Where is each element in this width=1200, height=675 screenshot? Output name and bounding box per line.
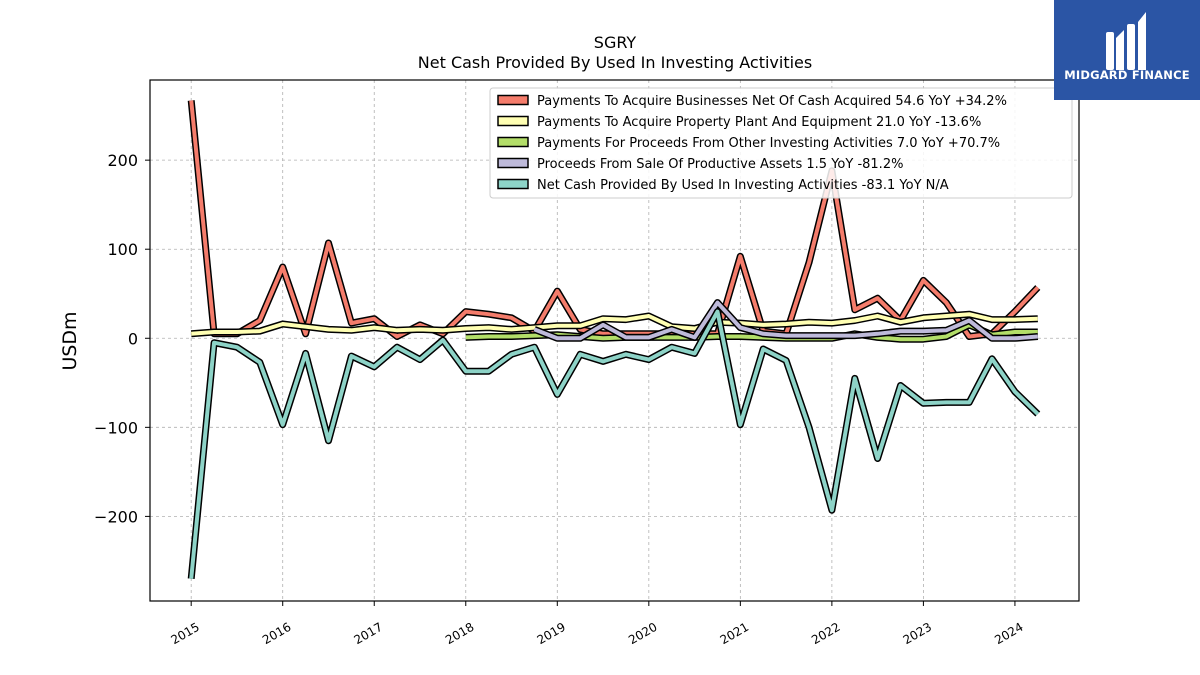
- y-tick-label: −200: [94, 507, 138, 526]
- chart-subtitle: Net Cash Provided By Used In Investing A…: [418, 53, 812, 72]
- x-tick-label: 2015: [168, 620, 201, 647]
- axis-ticks: 2015 2016 2017 2018 2019 2020 2021 2022 2023 2024…: [94, 151, 1026, 647]
- x-tick-label: 2020: [626, 620, 659, 647]
- legend-entry: Payments For Proceeds From Other Investi…: [537, 136, 1000, 151]
- midgard-logo-icon: [1106, 12, 1146, 70]
- y-tick-label: 0: [128, 329, 138, 348]
- x-tick-label: 2017: [352, 620, 385, 647]
- x-tick-label: 2023: [901, 620, 934, 647]
- y-axis-label: USDm: [59, 311, 81, 370]
- x-tick-label: 2018: [443, 620, 476, 647]
- legend-swatch: [497, 157, 529, 169]
- legend-swatch: [497, 115, 529, 127]
- y-tick-label: 200: [107, 151, 138, 170]
- legend-swatch: [497, 178, 529, 190]
- legend-entry: Net Cash Provided By Used In Investing A…: [537, 178, 949, 193]
- series-line-outline: [187, 308, 1041, 580]
- x-tick-label: 2021: [718, 620, 751, 647]
- brand-logo: MIDGARD FINANCE: [1054, 0, 1200, 100]
- series-lines: [187, 100, 1041, 580]
- series-line: [189, 309, 1040, 579]
- plot-frame: [149, 79, 1080, 602]
- chart-title: SGRY: [594, 33, 637, 52]
- x-tick-label: 2022: [809, 620, 842, 647]
- legend-entry: Payments To Acquire Property Plant And E…: [537, 115, 981, 130]
- x-tick-label: 2019: [535, 620, 568, 647]
- legend: Payments To Acquire Businesses Net Of Ca…: [489, 87, 1073, 199]
- legend-swatch: [497, 136, 529, 148]
- y-tick-label: 100: [107, 240, 138, 259]
- y-tick-label: −100: [94, 418, 138, 437]
- legend-box: [489, 87, 1073, 199]
- legend-entry: Proceeds From Sale Of Productive Assets …: [537, 157, 903, 172]
- x-tick-label: 2016: [260, 620, 293, 647]
- series-line: [191, 312, 1038, 336]
- x-tick-label: 2024: [992, 620, 1025, 647]
- logo-text: MIDGARD FINANCE: [1064, 68, 1190, 82]
- legend-swatch: [497, 94, 529, 106]
- legend-entry: Payments To Acquire Businesses Net Of Ca…: [537, 94, 1007, 109]
